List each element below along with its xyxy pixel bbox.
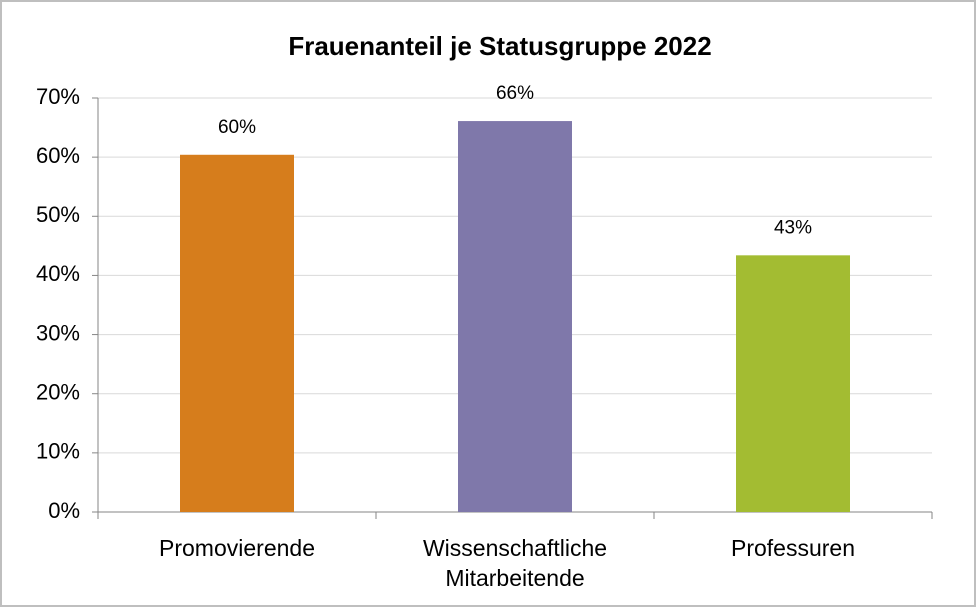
y-tick-label: 20%	[36, 380, 80, 405]
chart-title: Frauenanteil je Statusgruppe 2022	[288, 31, 711, 61]
bar	[736, 255, 850, 512]
y-tick-label: 0%	[48, 498, 80, 523]
y-tick-label: 10%	[36, 439, 80, 464]
y-tick-label: 70%	[36, 84, 80, 109]
x-tick-label: Professuren	[731, 535, 855, 561]
data-label: 60%	[218, 117, 256, 138]
y-tick-label: 50%	[36, 202, 80, 227]
y-tick-label: 60%	[36, 143, 80, 168]
y-tick-label: 40%	[36, 261, 80, 286]
x-tick-label: Wissenschaftliche Mitarbeitende	[423, 535, 607, 591]
bar	[180, 154, 294, 512]
data-label: 43%	[774, 217, 812, 238]
bar	[458, 121, 572, 513]
data-label: 66%	[496, 83, 534, 104]
y-tick-label: 30%	[36, 320, 80, 345]
x-tick-label: Promovierende	[159, 535, 315, 561]
